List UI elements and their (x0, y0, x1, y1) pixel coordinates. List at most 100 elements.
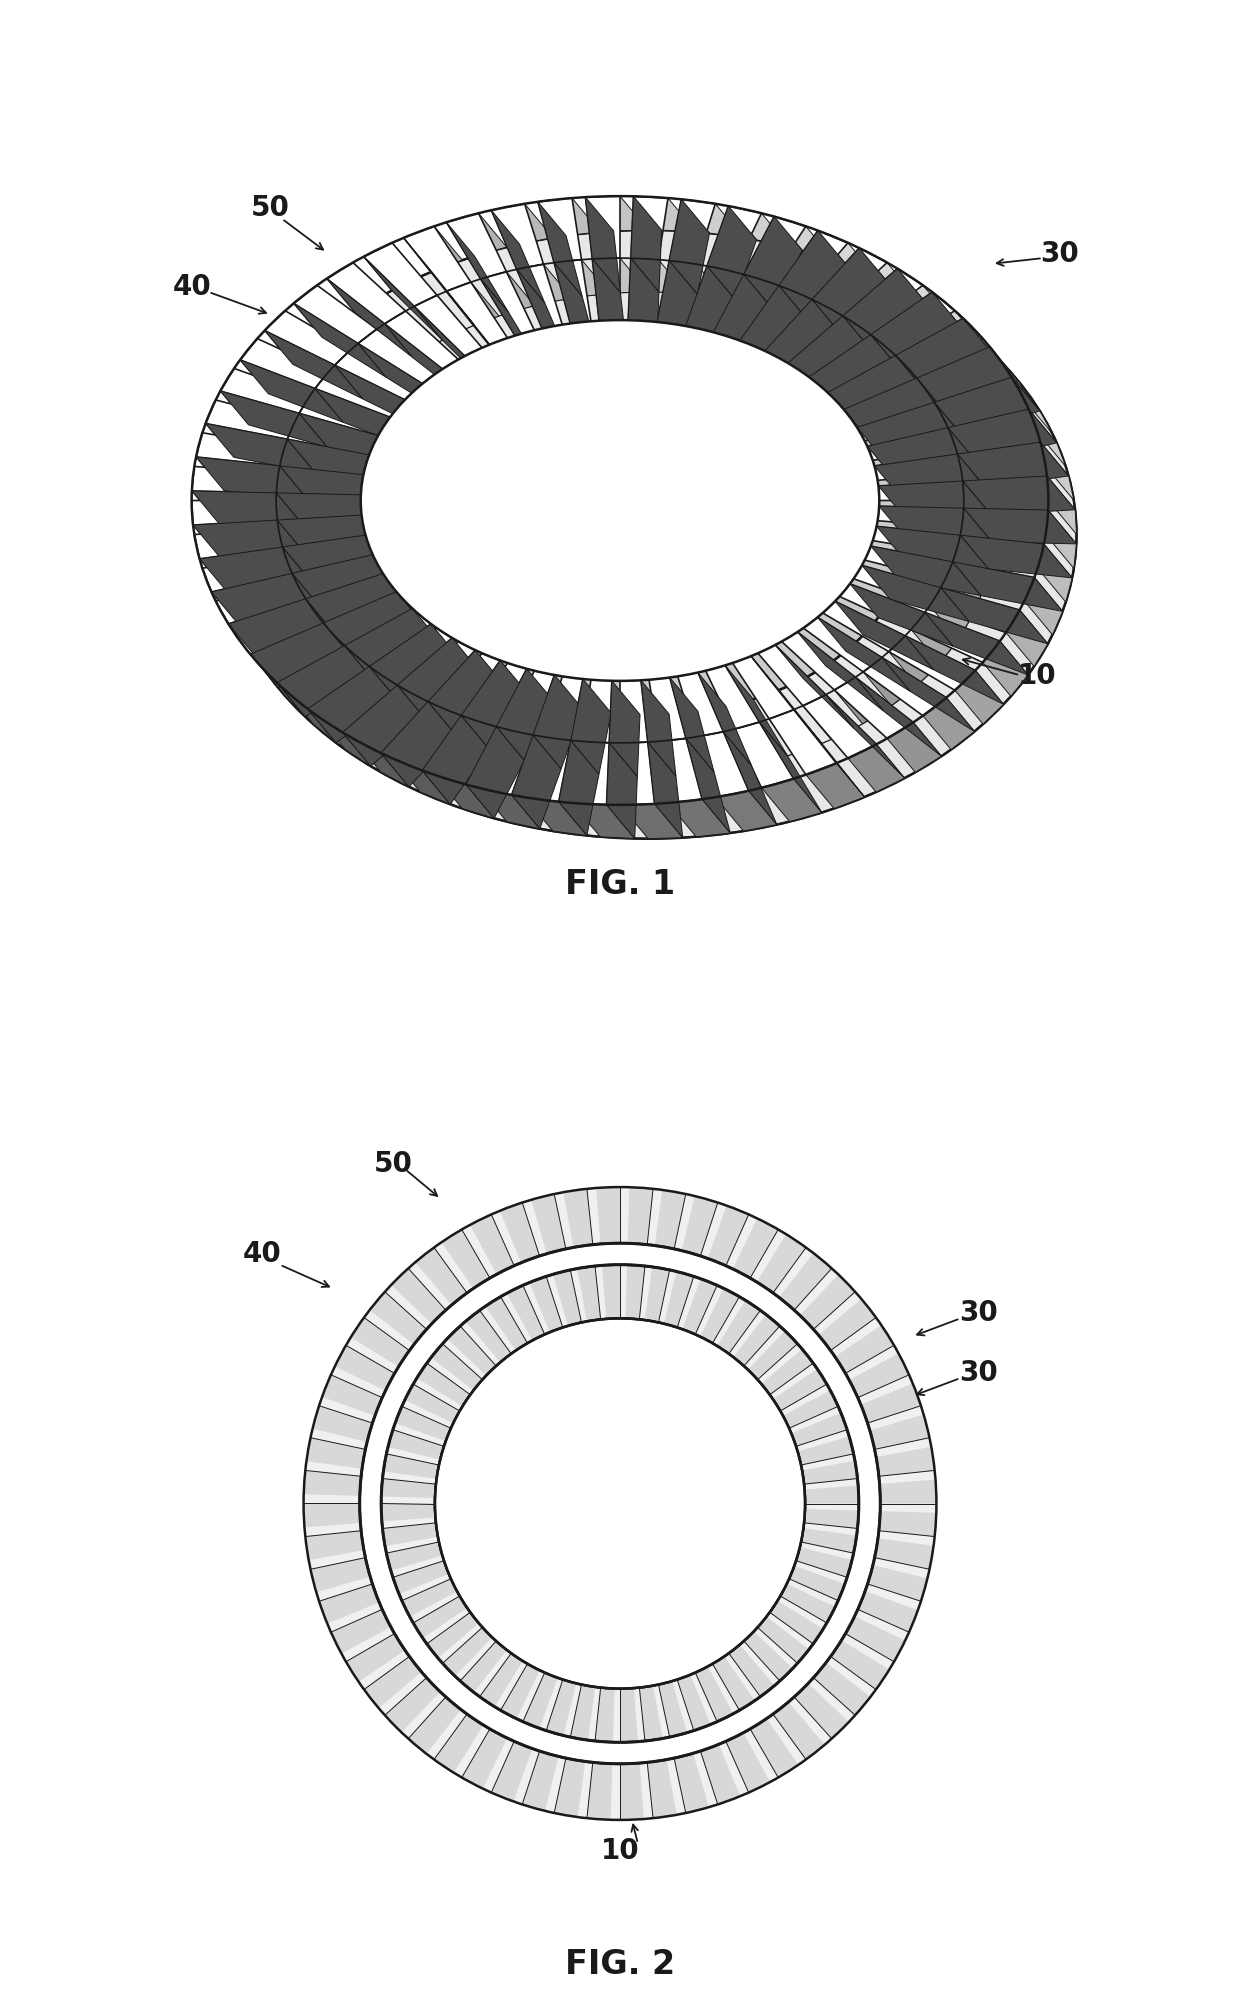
Polygon shape (625, 1265, 645, 1319)
Polygon shape (370, 1291, 427, 1345)
Polygon shape (911, 614, 954, 664)
Polygon shape (934, 403, 972, 455)
Polygon shape (288, 421, 376, 455)
Polygon shape (563, 1189, 593, 1247)
Polygon shape (670, 200, 709, 295)
Polygon shape (310, 606, 351, 658)
Polygon shape (955, 535, 988, 589)
Polygon shape (538, 203, 583, 297)
Polygon shape (864, 547, 952, 581)
Polygon shape (329, 597, 413, 646)
Polygon shape (744, 217, 802, 309)
Polygon shape (725, 1732, 770, 1792)
Polygon shape (533, 676, 583, 770)
Polygon shape (751, 658, 822, 744)
Polygon shape (413, 1596, 467, 1638)
Polygon shape (1006, 612, 1048, 668)
Text: 30: 30 (959, 1299, 998, 1327)
Polygon shape (806, 764, 864, 810)
Polygon shape (863, 658, 946, 716)
Polygon shape (585, 196, 649, 233)
Polygon shape (740, 287, 807, 375)
Polygon shape (293, 555, 401, 608)
Polygon shape (383, 1454, 439, 1480)
Polygon shape (780, 1584, 836, 1624)
Polygon shape (448, 1327, 496, 1375)
Text: 40: 40 (242, 1239, 281, 1267)
Polygon shape (713, 275, 769, 339)
Polygon shape (250, 624, 351, 690)
Polygon shape (264, 331, 363, 399)
Polygon shape (870, 547, 981, 595)
Polygon shape (315, 373, 357, 423)
Polygon shape (826, 696, 905, 778)
Polygon shape (962, 509, 992, 561)
Polygon shape (381, 1480, 436, 1498)
Polygon shape (1040, 443, 1074, 501)
Polygon shape (572, 804, 635, 840)
Polygon shape (874, 1538, 934, 1570)
Polygon shape (862, 565, 968, 622)
Polygon shape (658, 740, 714, 776)
Polygon shape (331, 1610, 391, 1654)
Polygon shape (461, 662, 528, 750)
Polygon shape (216, 602, 257, 658)
Polygon shape (779, 287, 831, 331)
Polygon shape (957, 443, 1045, 473)
Polygon shape (761, 1349, 813, 1395)
Polygon shape (620, 682, 647, 744)
Polygon shape (649, 678, 686, 742)
Polygon shape (317, 672, 397, 734)
Polygon shape (294, 287, 345, 339)
Polygon shape (701, 1744, 740, 1804)
Polygon shape (570, 680, 611, 774)
Polygon shape (596, 1187, 620, 1245)
Polygon shape (681, 200, 744, 239)
Polygon shape (804, 1510, 859, 1528)
Polygon shape (517, 265, 572, 305)
Text: FIG. 1: FIG. 1 (565, 868, 675, 900)
Polygon shape (206, 425, 315, 473)
Polygon shape (620, 804, 683, 840)
Polygon shape (1038, 545, 1073, 604)
Polygon shape (744, 275, 797, 317)
Polygon shape (867, 429, 955, 461)
Polygon shape (277, 473, 306, 527)
Polygon shape (748, 1331, 797, 1379)
Polygon shape (925, 614, 1028, 676)
Polygon shape (192, 501, 221, 559)
Polygon shape (800, 1275, 856, 1329)
Polygon shape (335, 367, 433, 435)
Polygon shape (506, 672, 554, 736)
Ellipse shape (389, 355, 908, 716)
Polygon shape (280, 447, 367, 475)
Polygon shape (696, 1666, 733, 1722)
Polygon shape (934, 377, 1024, 421)
Polygon shape (733, 658, 794, 720)
Polygon shape (305, 1532, 363, 1560)
Polygon shape (794, 1684, 849, 1738)
Polygon shape (856, 678, 941, 756)
Polygon shape (877, 527, 988, 569)
Polygon shape (234, 606, 324, 656)
Polygon shape (358, 331, 405, 379)
Polygon shape (797, 1438, 853, 1466)
Polygon shape (434, 720, 496, 786)
Polygon shape (335, 1345, 394, 1391)
Polygon shape (471, 720, 525, 762)
Polygon shape (990, 347, 1034, 403)
Polygon shape (422, 716, 490, 804)
Polygon shape (310, 579, 397, 624)
Polygon shape (779, 1253, 832, 1311)
Polygon shape (195, 535, 228, 593)
Polygon shape (280, 447, 312, 501)
Polygon shape (770, 1600, 823, 1644)
Polygon shape (873, 527, 960, 555)
Polygon shape (335, 351, 379, 399)
Polygon shape (774, 217, 835, 261)
Polygon shape (414, 297, 482, 357)
Text: 50: 50 (373, 1149, 413, 1177)
Polygon shape (835, 602, 934, 670)
Polygon shape (609, 682, 640, 778)
Polygon shape (1028, 409, 1066, 467)
